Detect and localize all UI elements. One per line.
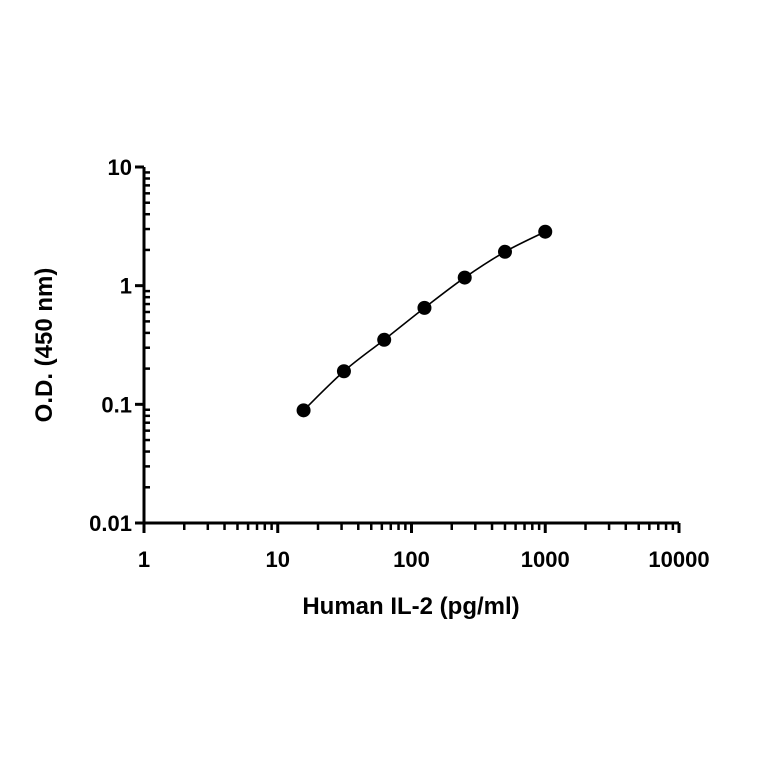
x-axis-label: Human IL-2 (pg/ml) <box>302 593 519 620</box>
x-tick-label: 1000 <box>521 547 570 572</box>
data-point <box>296 403 311 418</box>
x-tick-label: 10000 <box>648 547 709 572</box>
tick-labels: 0.01 0.1 1 10 1 10 100 1000 10000 <box>89 155 709 572</box>
y-tick-label: 1 <box>120 274 132 299</box>
minor-ticks <box>144 171 675 530</box>
data-point <box>417 300 432 315</box>
x-tick-label: 10 <box>266 547 290 572</box>
x-tick-label: 1 <box>138 547 150 572</box>
data-point <box>336 364 351 379</box>
data-point <box>497 244 512 259</box>
axes <box>135 165 681 533</box>
data-points <box>296 224 553 418</box>
data-point <box>377 332 392 347</box>
fit-curve <box>303 230 546 411</box>
y-tick-label: 0.01 <box>89 511 132 536</box>
y-axis-label: O.D. (450 nm) <box>31 268 58 423</box>
data-point <box>538 224 553 239</box>
y-tick-label: 0.1 <box>101 392 132 417</box>
data-point <box>457 270 472 285</box>
x-tick-label: 100 <box>393 547 430 572</box>
y-tick-label: 10 <box>108 155 132 180</box>
